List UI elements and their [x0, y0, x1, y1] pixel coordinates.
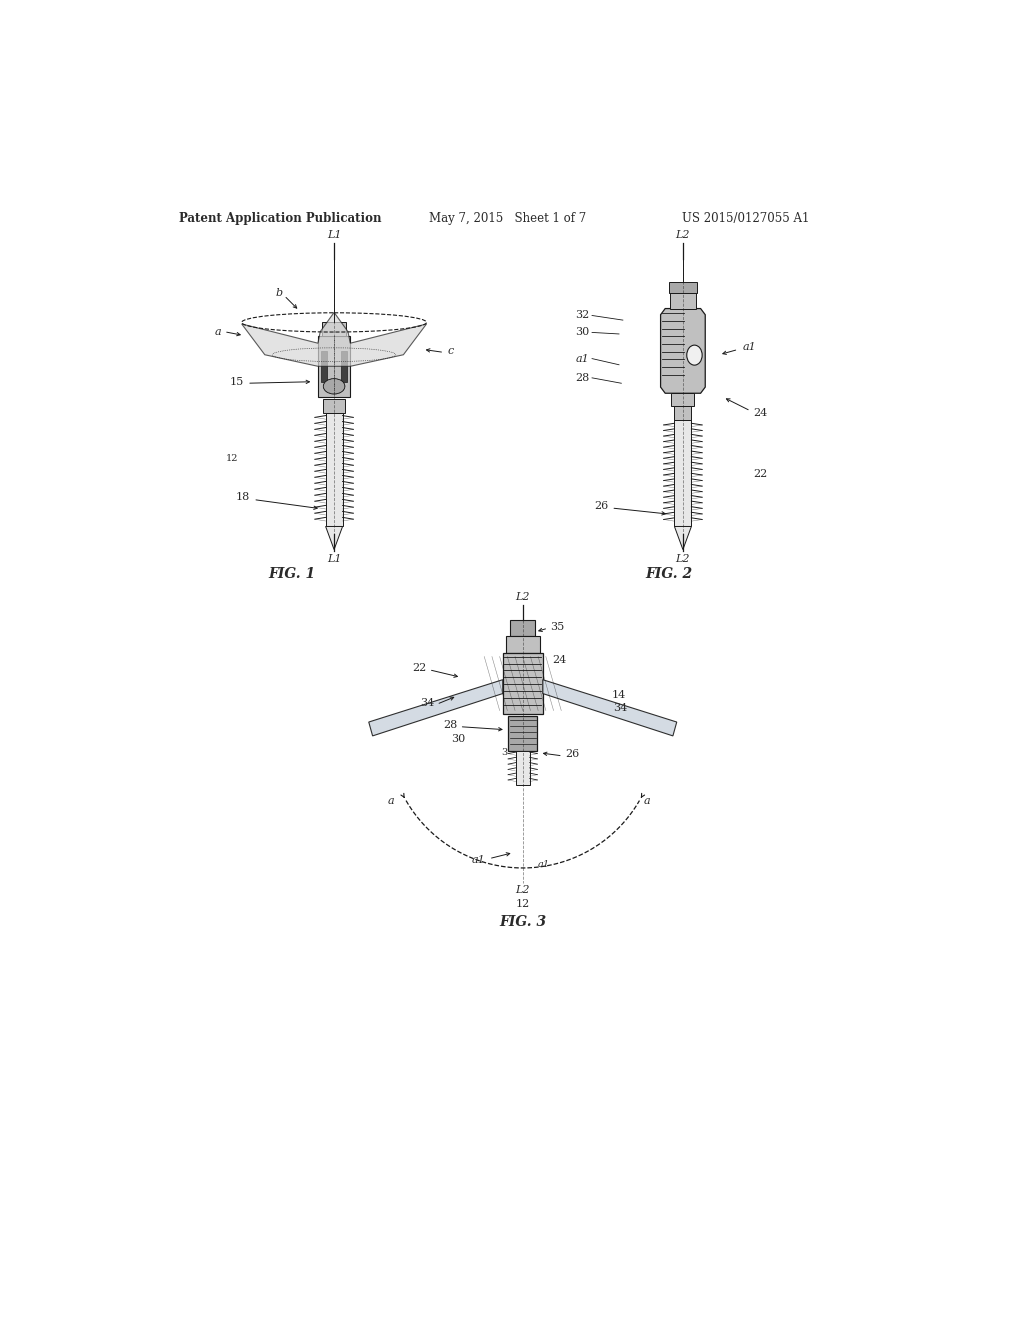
Text: L1: L1 [326, 554, 341, 564]
Text: 34: 34 [420, 698, 434, 708]
Bar [671, 393, 694, 405]
Bar [669, 293, 695, 309]
Text: FIG. 3: FIG. 3 [498, 915, 546, 929]
Polygon shape [242, 313, 426, 367]
Text: 14: 14 [610, 690, 625, 700]
Bar [674, 405, 691, 420]
Text: 22: 22 [412, 663, 426, 673]
Polygon shape [674, 527, 691, 549]
Text: 12: 12 [225, 454, 237, 463]
Text: FIG. 2: FIG. 2 [645, 568, 692, 581]
Text: L2: L2 [515, 884, 530, 895]
Bar [516, 751, 529, 785]
Text: 24: 24 [551, 656, 566, 665]
Text: L1: L1 [326, 230, 341, 240]
Bar [318, 335, 350, 397]
Text: 3: 3 [500, 748, 506, 758]
Bar [674, 420, 691, 527]
Text: 28: 28 [442, 721, 457, 730]
Text: 26: 26 [565, 750, 579, 759]
Bar [505, 636, 539, 653]
Bar [323, 399, 344, 413]
Polygon shape [369, 680, 502, 737]
Bar [507, 715, 537, 751]
Text: 35: 35 [549, 622, 564, 631]
Text: a1: a1 [576, 354, 589, 363]
Text: 24: 24 [753, 408, 767, 417]
Ellipse shape [686, 345, 701, 366]
Bar [502, 653, 542, 714]
Bar [510, 620, 535, 636]
Text: L2: L2 [675, 230, 690, 240]
Bar [668, 281, 696, 293]
Text: FIG. 1: FIG. 1 [268, 568, 315, 581]
Text: L2: L2 [515, 591, 530, 602]
Bar [340, 351, 346, 381]
Bar [321, 322, 346, 335]
Text: a1: a1 [472, 855, 485, 865]
Text: May 7, 2015   Sheet 1 of 7: May 7, 2015 Sheet 1 of 7 [428, 213, 585, 224]
Text: Patent Application Publication: Patent Application Publication [178, 213, 381, 224]
Text: 22: 22 [753, 469, 767, 479]
Text: 12: 12 [516, 899, 529, 908]
Text: c: c [447, 346, 453, 356]
Polygon shape [660, 309, 704, 393]
Text: a: a [214, 326, 221, 337]
Text: 18: 18 [235, 492, 250, 502]
Text: L2: L2 [675, 554, 690, 564]
Text: 28: 28 [575, 372, 589, 383]
Text: 32: 32 [575, 310, 589, 321]
Text: 30: 30 [450, 734, 465, 744]
Text: 15: 15 [229, 376, 244, 387]
Text: a1: a1 [742, 342, 755, 352]
Text: 34: 34 [613, 704, 628, 713]
Text: US 2015/0127055 A1: US 2015/0127055 A1 [682, 213, 809, 224]
Text: 26: 26 [594, 502, 608, 511]
Bar [321, 351, 327, 381]
Ellipse shape [323, 379, 344, 395]
Text: a: a [387, 796, 394, 805]
Polygon shape [325, 527, 342, 549]
Polygon shape [542, 680, 676, 737]
Text: 30: 30 [575, 327, 589, 338]
Text: a: a [643, 796, 649, 805]
Bar [325, 412, 342, 527]
Text: b: b [275, 288, 282, 298]
Text: a1: a1 [538, 859, 549, 869]
